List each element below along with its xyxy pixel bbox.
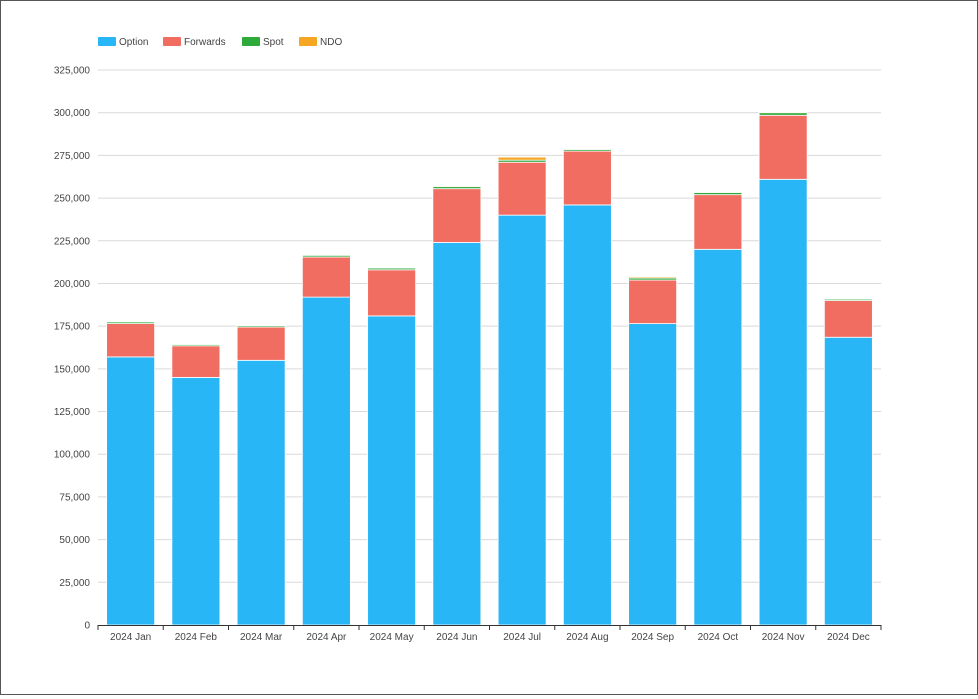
bar-ndo-2024-jul[interactable] xyxy=(498,157,546,160)
bar-option-2024-sep[interactable] xyxy=(629,324,677,625)
x-tick-label: 2024 Oct xyxy=(698,632,739,643)
x-axis: 2024 Jan 2024 Feb 2024 Mar 2024 Apr 2024 May… xyxy=(98,625,881,643)
y-tick-label: 250,000 xyxy=(54,194,91,205)
x-tick-label: 2024 Jan xyxy=(110,632,151,643)
legend: Option Forwards Spot NDO xyxy=(98,37,342,48)
x-tick-label: 2024 Jun xyxy=(436,632,477,643)
bar-forwards-2024-may[interactable] xyxy=(368,270,416,316)
y-tick-label: 100,000 xyxy=(54,450,91,461)
y-tick-label: 175,000 xyxy=(54,322,91,333)
bar-option-2024-jun[interactable] xyxy=(433,242,481,625)
bar-ndo-2024-dec[interactable] xyxy=(824,299,872,300)
x-tick-label: 2024 Jul xyxy=(503,632,541,643)
y-tick-label: 275,000 xyxy=(54,151,91,162)
x-tick-label: 2024 Mar xyxy=(240,632,283,643)
bar-forwards-2024-apr[interactable] xyxy=(302,257,350,297)
x-tick-label: 2024 May xyxy=(370,632,414,643)
bar-option-2024-jul[interactable] xyxy=(498,215,546,625)
bar-forwards-2024-jan[interactable] xyxy=(107,324,155,357)
bar-ndo-2024-apr[interactable] xyxy=(302,255,350,256)
bar-forwards-2024-sep[interactable] xyxy=(629,280,677,324)
x-tick-label: 2024 Nov xyxy=(762,632,805,643)
y-tick-label: 75,000 xyxy=(59,492,90,503)
bar-ndo-2024-may[interactable] xyxy=(368,268,416,269)
bar-ndo-2024-nov[interactable] xyxy=(759,112,807,113)
y-tick-label: 325,000 xyxy=(54,66,91,77)
legend-label-forwards[interactable]: Forwards xyxy=(184,37,226,48)
bar-ndo-2024-jun[interactable] xyxy=(433,186,481,187)
y-tick-label: 50,000 xyxy=(59,535,90,546)
legend-swatch-option[interactable] xyxy=(98,37,116,46)
legend-label-option[interactable]: Option xyxy=(119,37,148,48)
y-tick-label: 300,000 xyxy=(54,108,91,119)
x-tick-label: 2024 Dec xyxy=(827,632,870,643)
legend-swatch-spot[interactable] xyxy=(242,37,260,46)
legend-swatch-ndo[interactable] xyxy=(299,37,317,46)
bar-forwards-2024-nov[interactable] xyxy=(759,115,807,179)
bar-option-2024-nov[interactable] xyxy=(759,179,807,625)
bar-forwards-2024-mar[interactable] xyxy=(237,327,285,360)
bar-forwards-2024-dec[interactable] xyxy=(824,301,872,338)
bar-forwards-2024-feb[interactable] xyxy=(172,346,220,378)
y-tick-label: 25,000 xyxy=(59,578,90,589)
y-tick-label: 125,000 xyxy=(54,407,91,418)
y-tick-label: 225,000 xyxy=(54,236,91,247)
legend-swatch-forwards[interactable] xyxy=(163,37,181,46)
legend-label-spot[interactable]: Spot xyxy=(263,37,284,48)
bar-option-2024-may[interactable] xyxy=(368,316,416,625)
x-tick-label: 2024 Aug xyxy=(566,632,608,643)
x-tick-label: 2024 Apr xyxy=(306,632,347,643)
bar-ndo-2024-sep[interactable] xyxy=(629,277,677,278)
bar-option-2024-oct[interactable] xyxy=(694,249,742,625)
legend-label-ndo[interactable]: NDO xyxy=(320,37,342,48)
bar-ndo-2024-jan[interactable] xyxy=(107,321,155,322)
bar-option-2024-dec[interactable] xyxy=(824,337,872,625)
bar-option-2024-jan[interactable] xyxy=(107,357,155,625)
bar-forwards-2024-aug[interactable] xyxy=(563,151,611,205)
bar-option-2024-feb[interactable] xyxy=(172,377,220,625)
x-tick-label: 2024 Sep xyxy=(631,632,674,643)
bar-option-2024-mar[interactable] xyxy=(237,360,285,625)
bar-option-2024-apr[interactable] xyxy=(302,297,350,625)
bar-forwards-2024-jun[interactable] xyxy=(433,189,481,243)
y-tick-label: 150,000 xyxy=(54,364,91,375)
bar-forwards-2024-jul[interactable] xyxy=(498,162,546,215)
y-tick-label: 0 xyxy=(84,621,90,632)
bar-option-2024-aug[interactable] xyxy=(563,205,611,625)
y-axis: 0 25,000 50,000 75,000 100,000 125,000 150,000… xyxy=(54,66,91,632)
x-tick-label: 2024 Feb xyxy=(175,632,218,643)
bar-ndo-2024-oct[interactable] xyxy=(694,192,742,193)
bar-forwards-2024-oct[interactable] xyxy=(694,195,742,250)
y-tick-label: 200,000 xyxy=(54,279,91,290)
